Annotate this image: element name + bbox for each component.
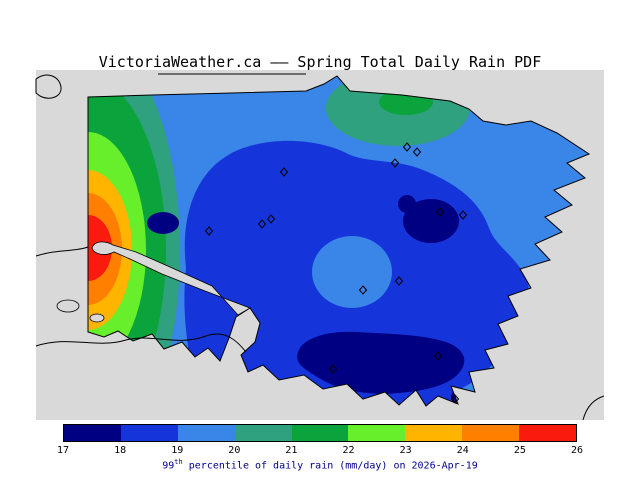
caption-superscript: th — [174, 458, 183, 466]
station-marker — [390, 158, 400, 168]
coastline-west-shore — [35, 246, 89, 257]
contour-17-18-west-core — [147, 212, 179, 234]
station-marker — [458, 210, 468, 220]
coastline-top-left — [35, 74, 62, 99]
station-marker — [412, 147, 422, 157]
colorbar-segment-18-19 — [120, 425, 178, 441]
colorbar-segment-21-22 — [291, 425, 349, 441]
colorbar-segment-22-23 — [348, 425, 406, 441]
colorbar-tick-26: 26 — [570, 445, 584, 456]
colorbar-ticks: 17 18 19 20 21 22 23 24 25 26 — [57, 445, 583, 457]
station-marker — [433, 351, 443, 361]
colorbar-tick-21: 21 — [285, 445, 298, 456]
contour-25-26-hotspot — [88, 215, 112, 281]
caption-value: 99 — [162, 460, 175, 472]
colorbar-tick-19: 19 — [171, 445, 184, 456]
colorbar — [63, 424, 577, 442]
colorbar-segment-25-26 — [519, 425, 577, 441]
inlet-channel — [91, 241, 251, 316]
contour-17-18-east-core-lobe — [398, 195, 416, 213]
caption-text: percentile of daily rain (mm/day) on 202… — [182, 460, 478, 472]
station-marker — [394, 276, 404, 286]
colorbar-tick-23: 23 — [399, 445, 412, 456]
colorbar-tick-20: 20 — [228, 445, 241, 456]
coastline-bottom-right — [582, 395, 605, 421]
colorbar-tick-22: 22 — [342, 445, 355, 456]
contour-24-25-west — [88, 193, 122, 305]
contour-field — [88, 76, 589, 406]
station-marker — [402, 142, 412, 152]
colorbar-tick-17: 17 — [56, 445, 70, 456]
station-marker — [266, 214, 276, 224]
station-markers — [204, 142, 468, 404]
station-marker — [435, 207, 445, 217]
contour-17-18-east-core — [403, 199, 459, 243]
small-island-2 — [89, 313, 105, 323]
station-marker — [328, 364, 338, 374]
small-island-1 — [56, 299, 80, 313]
map-title: VictoriaWeather.ca —— Spring Total Daily… — [98, 53, 542, 71]
colorbar-segment-17-18 — [64, 425, 121, 441]
colorbar-tick-18: 18 — [114, 445, 127, 456]
colorbar-caption: 99th percentile of daily rain (mm/day) o… — [0, 458, 640, 471]
contour-19-20-pocket — [312, 236, 392, 308]
colorbar-segment-19-20 — [177, 425, 235, 441]
station-marker — [279, 167, 289, 177]
station-marker — [358, 285, 368, 295]
coastline-south-shore — [35, 333, 247, 353]
colorbar-tick-24: 24 — [456, 445, 469, 456]
contour-17-18-south-core — [297, 331, 465, 394]
colorbar-segment-24-25 — [462, 425, 520, 441]
station-marker — [257, 219, 267, 229]
coastline-outline — [87, 75, 591, 407]
colorbar-tick-25: 25 — [513, 445, 526, 456]
station-marker — [204, 226, 214, 236]
colorbar-segment-20-21 — [234, 425, 292, 441]
colorbar-segment-23-24 — [405, 425, 463, 441]
station-marker — [450, 394, 460, 404]
